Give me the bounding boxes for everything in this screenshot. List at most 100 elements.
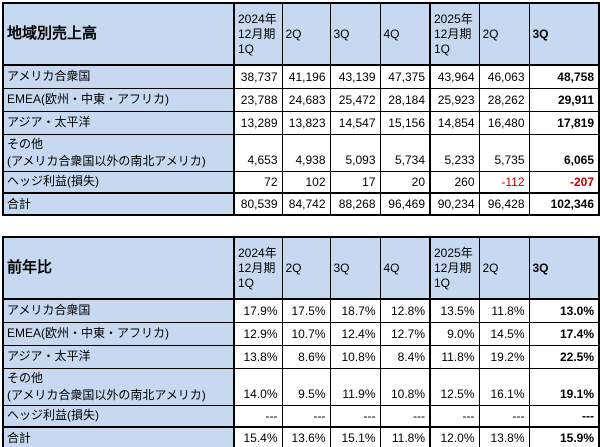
cell-value: 15.1%: [329, 426, 381, 447]
cell-value-negative: -207: [528, 170, 600, 194]
cell-value: 13.8%: [478, 426, 530, 447]
table-row-usa: アメリカ合衆国 17.9% 17.5% 18.7% 12.8% 13.5% 11…: [2, 298, 600, 323]
header-line: 1Q: [238, 275, 255, 290]
cell-value: ---: [478, 404, 530, 428]
cell-value: 15.4%: [233, 426, 283, 447]
table-row-total: 合計 80,539 84,742 88,268 96,469 90,234 96…: [2, 192, 600, 216]
header-row: 前年比 2024年 12月期 1Q 2Q 3Q 4Q 2025年 12月期 1Q…: [2, 236, 600, 300]
cell-value: 5,093: [329, 133, 381, 172]
table-row-total: 合計 15.4% 13.6% 15.1% 11.8% 12.0% 13.8% 1…: [2, 426, 600, 447]
cell-value: 13,289: [233, 110, 283, 135]
row-label: アメリカ合衆国: [2, 64, 235, 89]
cell-value: 16,480: [478, 110, 530, 135]
column-header-2025q1: 2025年 12月期 1Q: [429, 2, 480, 66]
cell-value: 16.1%: [478, 367, 530, 406]
cell-value: 8.4%: [379, 344, 431, 369]
cell-value: 96,469: [379, 192, 431, 216]
header-line: 1Q: [238, 41, 255, 56]
cell-value: ---: [233, 404, 283, 428]
cell-value: 11.9%: [329, 367, 381, 406]
header-line: 12月期: [238, 260, 276, 275]
cell-value: ---: [429, 404, 480, 428]
column-header-2024q1: 2024年 12月期 1Q: [233, 2, 283, 66]
cell-value: ---: [329, 404, 381, 428]
row-label: アジア・太平洋: [2, 110, 235, 135]
cell-value: 14,547: [329, 110, 381, 135]
row-label: EMEA(欧州・中東・アフリカ): [2, 321, 235, 346]
cell-value: 12.0%: [429, 426, 480, 447]
yoy-table: 前年比 2024年 12月期 1Q 2Q 3Q 4Q 2025年 12月期 1Q…: [2, 236, 600, 447]
cell-value: 12.7%: [379, 321, 431, 346]
cell-value: 17.5%: [281, 298, 331, 323]
cell-value: 72: [233, 170, 283, 194]
cell-value: 13.6%: [281, 426, 331, 447]
cell-value: 20: [379, 170, 431, 194]
column-header-2024q3: 3Q: [329, 236, 381, 300]
table-row-other-americas: その他 (アメリカ合衆国以外の南北アメリカ) 4,653 4,938 5,093…: [2, 133, 600, 172]
cell-value: 11.8%: [379, 426, 431, 447]
header-line: 12月期: [434, 26, 472, 41]
cell-value: 4,938: [281, 133, 331, 172]
table-row-emea: EMEA(欧州・中東・アフリカ) 12.9% 10.7% 12.4% 12.7%…: [2, 321, 600, 346]
header-line: 1Q: [434, 41, 451, 56]
cell-value: 9.0%: [429, 321, 480, 346]
cell-value: 260: [429, 170, 480, 194]
regional-sales-table: 地域別売上高 2024年 12月期 1Q 2Q 3Q 4Q 2025年 12月期…: [2, 2, 600, 216]
column-header-2024q3: 3Q: [329, 2, 381, 66]
cell-value: 43,139: [329, 64, 381, 89]
column-header-2024q2: 2Q: [281, 2, 331, 66]
cell-value: 11.8%: [478, 298, 530, 323]
cell-value: 88,268: [329, 192, 381, 216]
row-label: ヘッジ利益(損失): [2, 170, 235, 194]
cell-value: 12.5%: [429, 367, 480, 406]
row-label: ヘッジ利益(損失): [2, 404, 235, 428]
cell-value: 14.0%: [233, 367, 283, 406]
row-label: アメリカ合衆国: [2, 298, 235, 323]
cell-value: 14.5%: [478, 321, 530, 346]
header-row: 地域別売上高 2024年 12月期 1Q 2Q 3Q 4Q 2025年 12月期…: [2, 2, 600, 66]
cell-value: 17,819: [528, 110, 600, 135]
header-line: 2025年: [434, 245, 473, 260]
cell-value: 12.8%: [379, 298, 431, 323]
cell-value: 5,735: [478, 133, 530, 172]
column-header-2024q2: 2Q: [281, 236, 331, 300]
table-row-hedge: ヘッジ利益(損失) 72 102 17 20 260 -112 -207: [2, 170, 600, 194]
row-label-line: (アメリカ合衆国以外の南北アメリカ): [7, 387, 206, 402]
cell-value: 22.5%: [528, 344, 600, 369]
cell-value: 24,683: [281, 87, 331, 112]
cell-value: 46,063: [478, 64, 530, 89]
cell-value: 8.6%: [281, 344, 331, 369]
cell-value: 12.4%: [329, 321, 381, 346]
row-label: その他 (アメリカ合衆国以外の南北アメリカ): [2, 133, 235, 172]
column-header-2024q1: 2024年 12月期 1Q: [233, 236, 283, 300]
cell-value: 15,156: [379, 110, 431, 135]
cell-value: 11.8%: [429, 344, 480, 369]
cell-value: 12.9%: [233, 321, 283, 346]
cell-value: 41,196: [281, 64, 331, 89]
cell-value: 5,233: [429, 133, 480, 172]
cell-value: 25,923: [429, 87, 480, 112]
table-row-asia-pacific: アジア・太平洋 13.8% 8.6% 10.8% 8.4% 11.8% 19.2…: [2, 344, 600, 369]
header-line: 12月期: [434, 260, 472, 275]
cell-value: 10.8%: [329, 344, 381, 369]
header-line: 2024年: [238, 245, 277, 260]
table-title: 前年比: [2, 236, 235, 300]
cell-value: 38,737: [233, 64, 283, 89]
cell-value: 47,375: [379, 64, 431, 89]
table-title: 地域別売上高: [2, 2, 235, 66]
column-header-2024q4: 4Q: [379, 2, 431, 66]
cell-value: 102: [281, 170, 331, 194]
column-header-2024q4: 4Q: [379, 236, 431, 300]
cell-value-negative: -112: [478, 170, 530, 194]
table-row-hedge: ヘッジ利益(損失) --- --- --- --- --- --- ---: [2, 404, 600, 428]
cell-value: 13,823: [281, 110, 331, 135]
column-header-2025q2: 2Q: [478, 236, 530, 300]
cell-value: 102,346: [528, 192, 600, 216]
table-row-other-americas: その他 (アメリカ合衆国以外の南北アメリカ) 14.0% 9.5% 11.9% …: [2, 367, 600, 406]
cell-value: 17: [329, 170, 381, 194]
row-label: 合計: [2, 426, 235, 447]
cell-value: 5,734: [379, 133, 431, 172]
header-line: 12月期: [238, 26, 276, 41]
cell-value: 25,472: [329, 87, 381, 112]
header-line: 1Q: [434, 275, 451, 290]
